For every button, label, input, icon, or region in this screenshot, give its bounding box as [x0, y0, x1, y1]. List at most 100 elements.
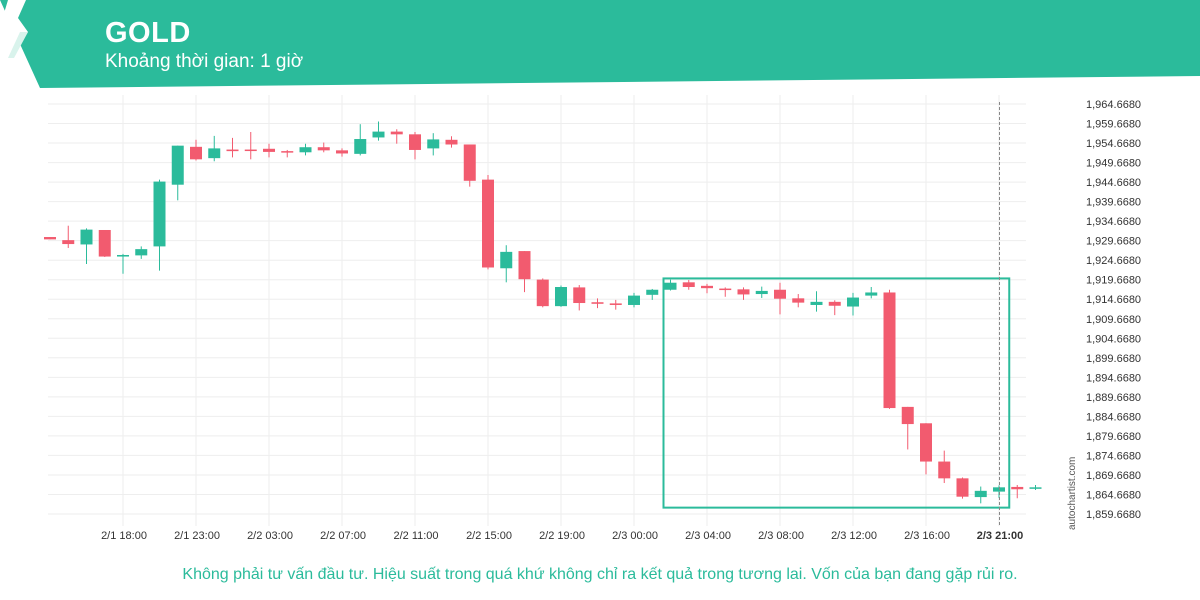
candle-body [901, 406, 914, 425]
y-tick-label: 1,879.6680 [1086, 431, 1141, 443]
candle [701, 283, 713, 294]
x-tick-label: 2/1 23:00 [174, 530, 220, 542]
y-tick-label: 1,914.6680 [1086, 294, 1141, 306]
autochartist-logo-icon [2, 0, 28, 58]
x-axis: 2/1 18:00 2/1 23:00 2/2 03:00 2/2 07:00 2/2 … [101, 102, 1023, 542]
y-tick-label: 1,894.6680 [1086, 372, 1141, 384]
candle-body [536, 279, 549, 307]
y-tick-label: 1,874.6680 [1086, 450, 1141, 462]
candle [226, 137, 239, 158]
candle-body [336, 150, 348, 154]
candle [810, 291, 823, 312]
x-tick-label: 2/3 08:00 [758, 530, 804, 542]
candle-body [865, 292, 878, 296]
candle [500, 245, 513, 283]
candle-body [810, 301, 823, 305]
x-tick-label: 2/3 12:00 [831, 530, 877, 542]
candle [190, 139, 202, 161]
candle-body [500, 251, 513, 269]
header-banner: GOLD Khoảng thời gian: 1 giờ [0, 0, 1200, 90]
candle [518, 251, 531, 293]
y-tick-label: 1,909.6680 [1086, 314, 1141, 326]
candle-body [573, 287, 586, 304]
candle [573, 285, 586, 311]
candle [828, 300, 841, 316]
candle-body [792, 298, 805, 303]
candle [80, 228, 93, 264]
candle [299, 143, 312, 156]
candle-body [755, 290, 768, 295]
candle-body [646, 289, 659, 295]
candle-body [44, 237, 56, 240]
candle-body [98, 229, 111, 257]
candle [974, 486, 987, 504]
candle-body [555, 287, 567, 307]
candle [44, 237, 56, 240]
x-tick-label: 2/2 07:00 [320, 530, 366, 542]
x-tick-label: 2/3 04:00 [685, 530, 731, 542]
candle [737, 287, 750, 300]
candle-body [664, 282, 677, 290]
candle [883, 289, 896, 409]
candle-body [974, 490, 987, 498]
y-tick-label: 1,924.6680 [1086, 255, 1141, 267]
y-tick-label: 1,934.6680 [1086, 216, 1141, 228]
instrument-symbol: GOLD [105, 17, 191, 49]
candle-body [1029, 487, 1042, 489]
candle [263, 143, 275, 158]
y-tick-label: 1,949.6680 [1086, 158, 1141, 170]
candle [755, 286, 768, 298]
y-tick-label: 1,959.6680 [1086, 119, 1141, 131]
candle [682, 279, 695, 290]
candle [555, 285, 567, 307]
candle-body [591, 302, 604, 304]
candle [920, 423, 932, 475]
candle [427, 133, 440, 156]
candle [354, 124, 367, 156]
candle-body [263, 148, 275, 152]
candle-body [682, 282, 695, 288]
candle-body [208, 148, 221, 159]
candle [390, 129, 403, 144]
candle [865, 287, 878, 299]
candles-layer [44, 121, 1042, 504]
candle-body [956, 478, 969, 497]
candle [372, 121, 385, 141]
candle [98, 229, 111, 257]
x-tick-label: 2/2 03:00 [247, 530, 293, 542]
y-tick-label: 1,864.6680 [1086, 489, 1141, 501]
chart-grid [48, 95, 1026, 526]
highlight-layer [662, 277, 1011, 509]
y-tick-label: 1,964.6680 [1086, 99, 1141, 111]
candle-body [244, 149, 257, 152]
candle-body [117, 254, 129, 257]
candle [536, 278, 549, 308]
y-tick-label: 1,954.6680 [1086, 138, 1141, 150]
candle [609, 299, 622, 310]
candle [628, 292, 640, 308]
x-tick-label: 2/3 16:00 [904, 530, 950, 542]
candle-body [226, 149, 239, 152]
watermark: autochartist.com [1067, 457, 1078, 530]
candle-body [372, 131, 385, 138]
candle-body [737, 289, 750, 295]
candle-body [445, 139, 458, 145]
candle-body [938, 461, 951, 479]
x-tick-label: 2/2 19:00 [539, 530, 585, 542]
candle-body [171, 145, 184, 185]
x-tick-label: 2/2 15:00 [466, 530, 512, 542]
candle [901, 406, 914, 450]
watermark-text: autochartist.com [1067, 457, 1078, 530]
candle [792, 294, 805, 308]
candle [956, 477, 969, 499]
candle [463, 144, 476, 187]
candle-body [701, 285, 713, 289]
candle-body [190, 146, 202, 160]
candle-body [828, 301, 841, 306]
candle [938, 450, 951, 484]
candle [208, 135, 221, 162]
candle-body [609, 303, 622, 305]
candle-body [920, 423, 932, 462]
candle [445, 136, 458, 148]
y-tick-label: 1,859.6680 [1086, 509, 1141, 521]
